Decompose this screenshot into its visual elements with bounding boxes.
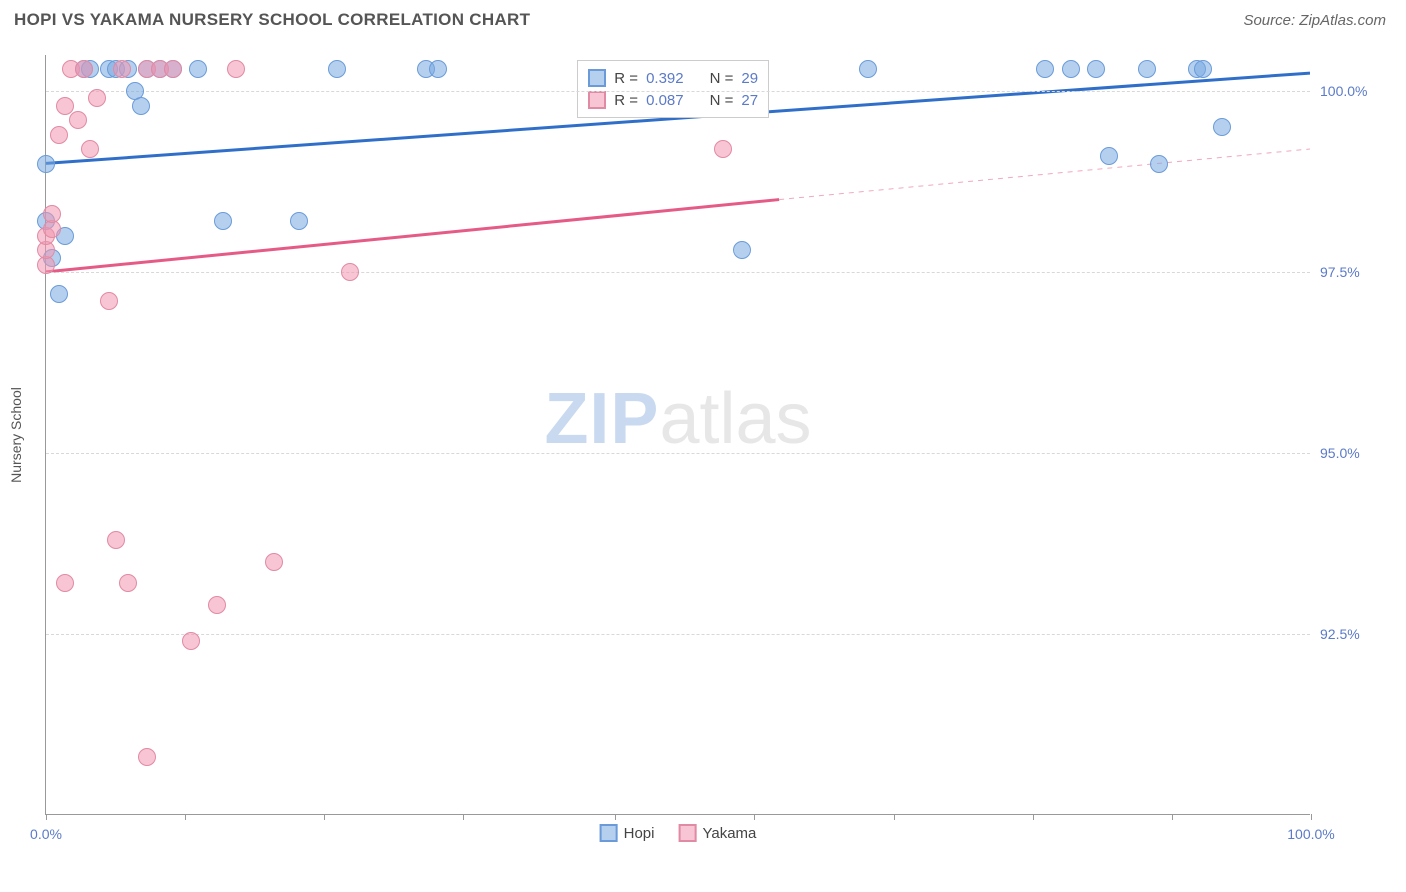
- scatter-point: [50, 126, 68, 144]
- scatter-point: [1213, 118, 1231, 136]
- legend-swatch: [600, 824, 618, 842]
- scatter-point: [182, 632, 200, 650]
- scatter-point: [1150, 155, 1168, 173]
- scatter-point: [56, 574, 74, 592]
- chart-source: Source: ZipAtlas.com: [1243, 12, 1386, 29]
- scatter-point: [1036, 60, 1054, 78]
- legend-item: Yakama: [678, 824, 756, 842]
- xtick: [894, 814, 895, 820]
- scatter-point: [100, 292, 118, 310]
- xtick-label: 100.0%: [1287, 826, 1334, 842]
- scatter-point: [69, 111, 87, 129]
- xtick: [754, 814, 755, 820]
- stats-n-label: N =: [710, 70, 734, 87]
- legend-label: Hopi: [624, 825, 655, 842]
- legend-swatch: [588, 91, 606, 109]
- stats-r-label: R =: [614, 92, 638, 109]
- xtick: [463, 814, 464, 820]
- scatter-point: [107, 531, 125, 549]
- xtick: [1172, 814, 1173, 820]
- xtick: [615, 814, 616, 820]
- xtick: [324, 814, 325, 820]
- legend-swatch: [678, 824, 696, 842]
- stats-row: R = 0.392 N = 29: [588, 67, 758, 89]
- xtick: [46, 814, 47, 820]
- xtick: [1311, 814, 1312, 820]
- scatter-point: [265, 553, 283, 571]
- watermark: ZIPatlas: [544, 378, 811, 460]
- trend-lines: [46, 55, 1310, 814]
- scatter-point: [1194, 60, 1212, 78]
- stats-box: R = 0.392 N = 29 R = 0.087 N = 27: [577, 60, 769, 118]
- chart-header: HOPI VS YAKAMA NURSERY SCHOOL CORRELATIO…: [0, 0, 1406, 35]
- plot-area: Nursery School ZIPatlas R =0.392N =29R =…: [45, 55, 1310, 815]
- scatter-point: [1087, 60, 1105, 78]
- scatter-point: [132, 97, 150, 115]
- scatter-point: [138, 748, 156, 766]
- scatter-point: [75, 60, 93, 78]
- scatter-point: [1100, 147, 1118, 165]
- scatter-point: [429, 60, 447, 78]
- stats-n-value: 29: [741, 70, 758, 87]
- scatter-point: [37, 155, 55, 173]
- gridline: [46, 272, 1310, 273]
- xtick: [1033, 814, 1034, 820]
- scatter-point: [113, 60, 131, 78]
- scatter-point: [164, 60, 182, 78]
- xtick: [185, 814, 186, 820]
- scatter-point: [1138, 60, 1156, 78]
- scatter-point: [43, 205, 61, 223]
- scatter-point: [50, 285, 68, 303]
- legend-item: Hopi: [600, 824, 655, 842]
- scatter-point: [227, 60, 245, 78]
- y-axis-title: Nursery School: [8, 387, 24, 483]
- scatter-point: [214, 212, 232, 230]
- ytick-label: 92.5%: [1320, 626, 1395, 642]
- ytick-label: 100.0%: [1320, 83, 1395, 99]
- scatter-point: [81, 140, 99, 158]
- stats-n-value: 27: [741, 92, 758, 109]
- chart-title: HOPI VS YAKAMA NURSERY SCHOOL CORRELATIO…: [14, 10, 530, 30]
- scatter-point: [119, 574, 137, 592]
- stats-r-label: R =: [614, 70, 638, 87]
- gridline: [46, 634, 1310, 635]
- watermark-atlas: atlas: [659, 379, 811, 459]
- legend-label: Yakama: [702, 825, 756, 842]
- xtick-label: 0.0%: [30, 826, 62, 842]
- scatter-point: [341, 263, 359, 281]
- legend-swatch: [588, 69, 606, 87]
- watermark-zip: ZIP: [544, 379, 659, 459]
- scatter-point: [290, 212, 308, 230]
- scatter-point: [714, 140, 732, 158]
- gridline: [46, 453, 1310, 454]
- scatter-point: [88, 89, 106, 107]
- scatter-point: [1062, 60, 1080, 78]
- gridline: [46, 91, 1310, 92]
- stats-row: R = 0.087 N = 27: [588, 89, 758, 111]
- scatter-point: [859, 60, 877, 78]
- ytick-label: 97.5%: [1320, 264, 1395, 280]
- stats-n-label: N =: [710, 92, 734, 109]
- scatter-point: [189, 60, 207, 78]
- stats-r-value: 0.392: [646, 70, 684, 87]
- ytick-label: 95.0%: [1320, 445, 1395, 461]
- scatter-point: [733, 241, 751, 259]
- stats-r-value: 0.087: [646, 92, 684, 109]
- scatter-point: [328, 60, 346, 78]
- scatter-point: [208, 596, 226, 614]
- legend-bottom: Hopi Yakama: [600, 824, 757, 842]
